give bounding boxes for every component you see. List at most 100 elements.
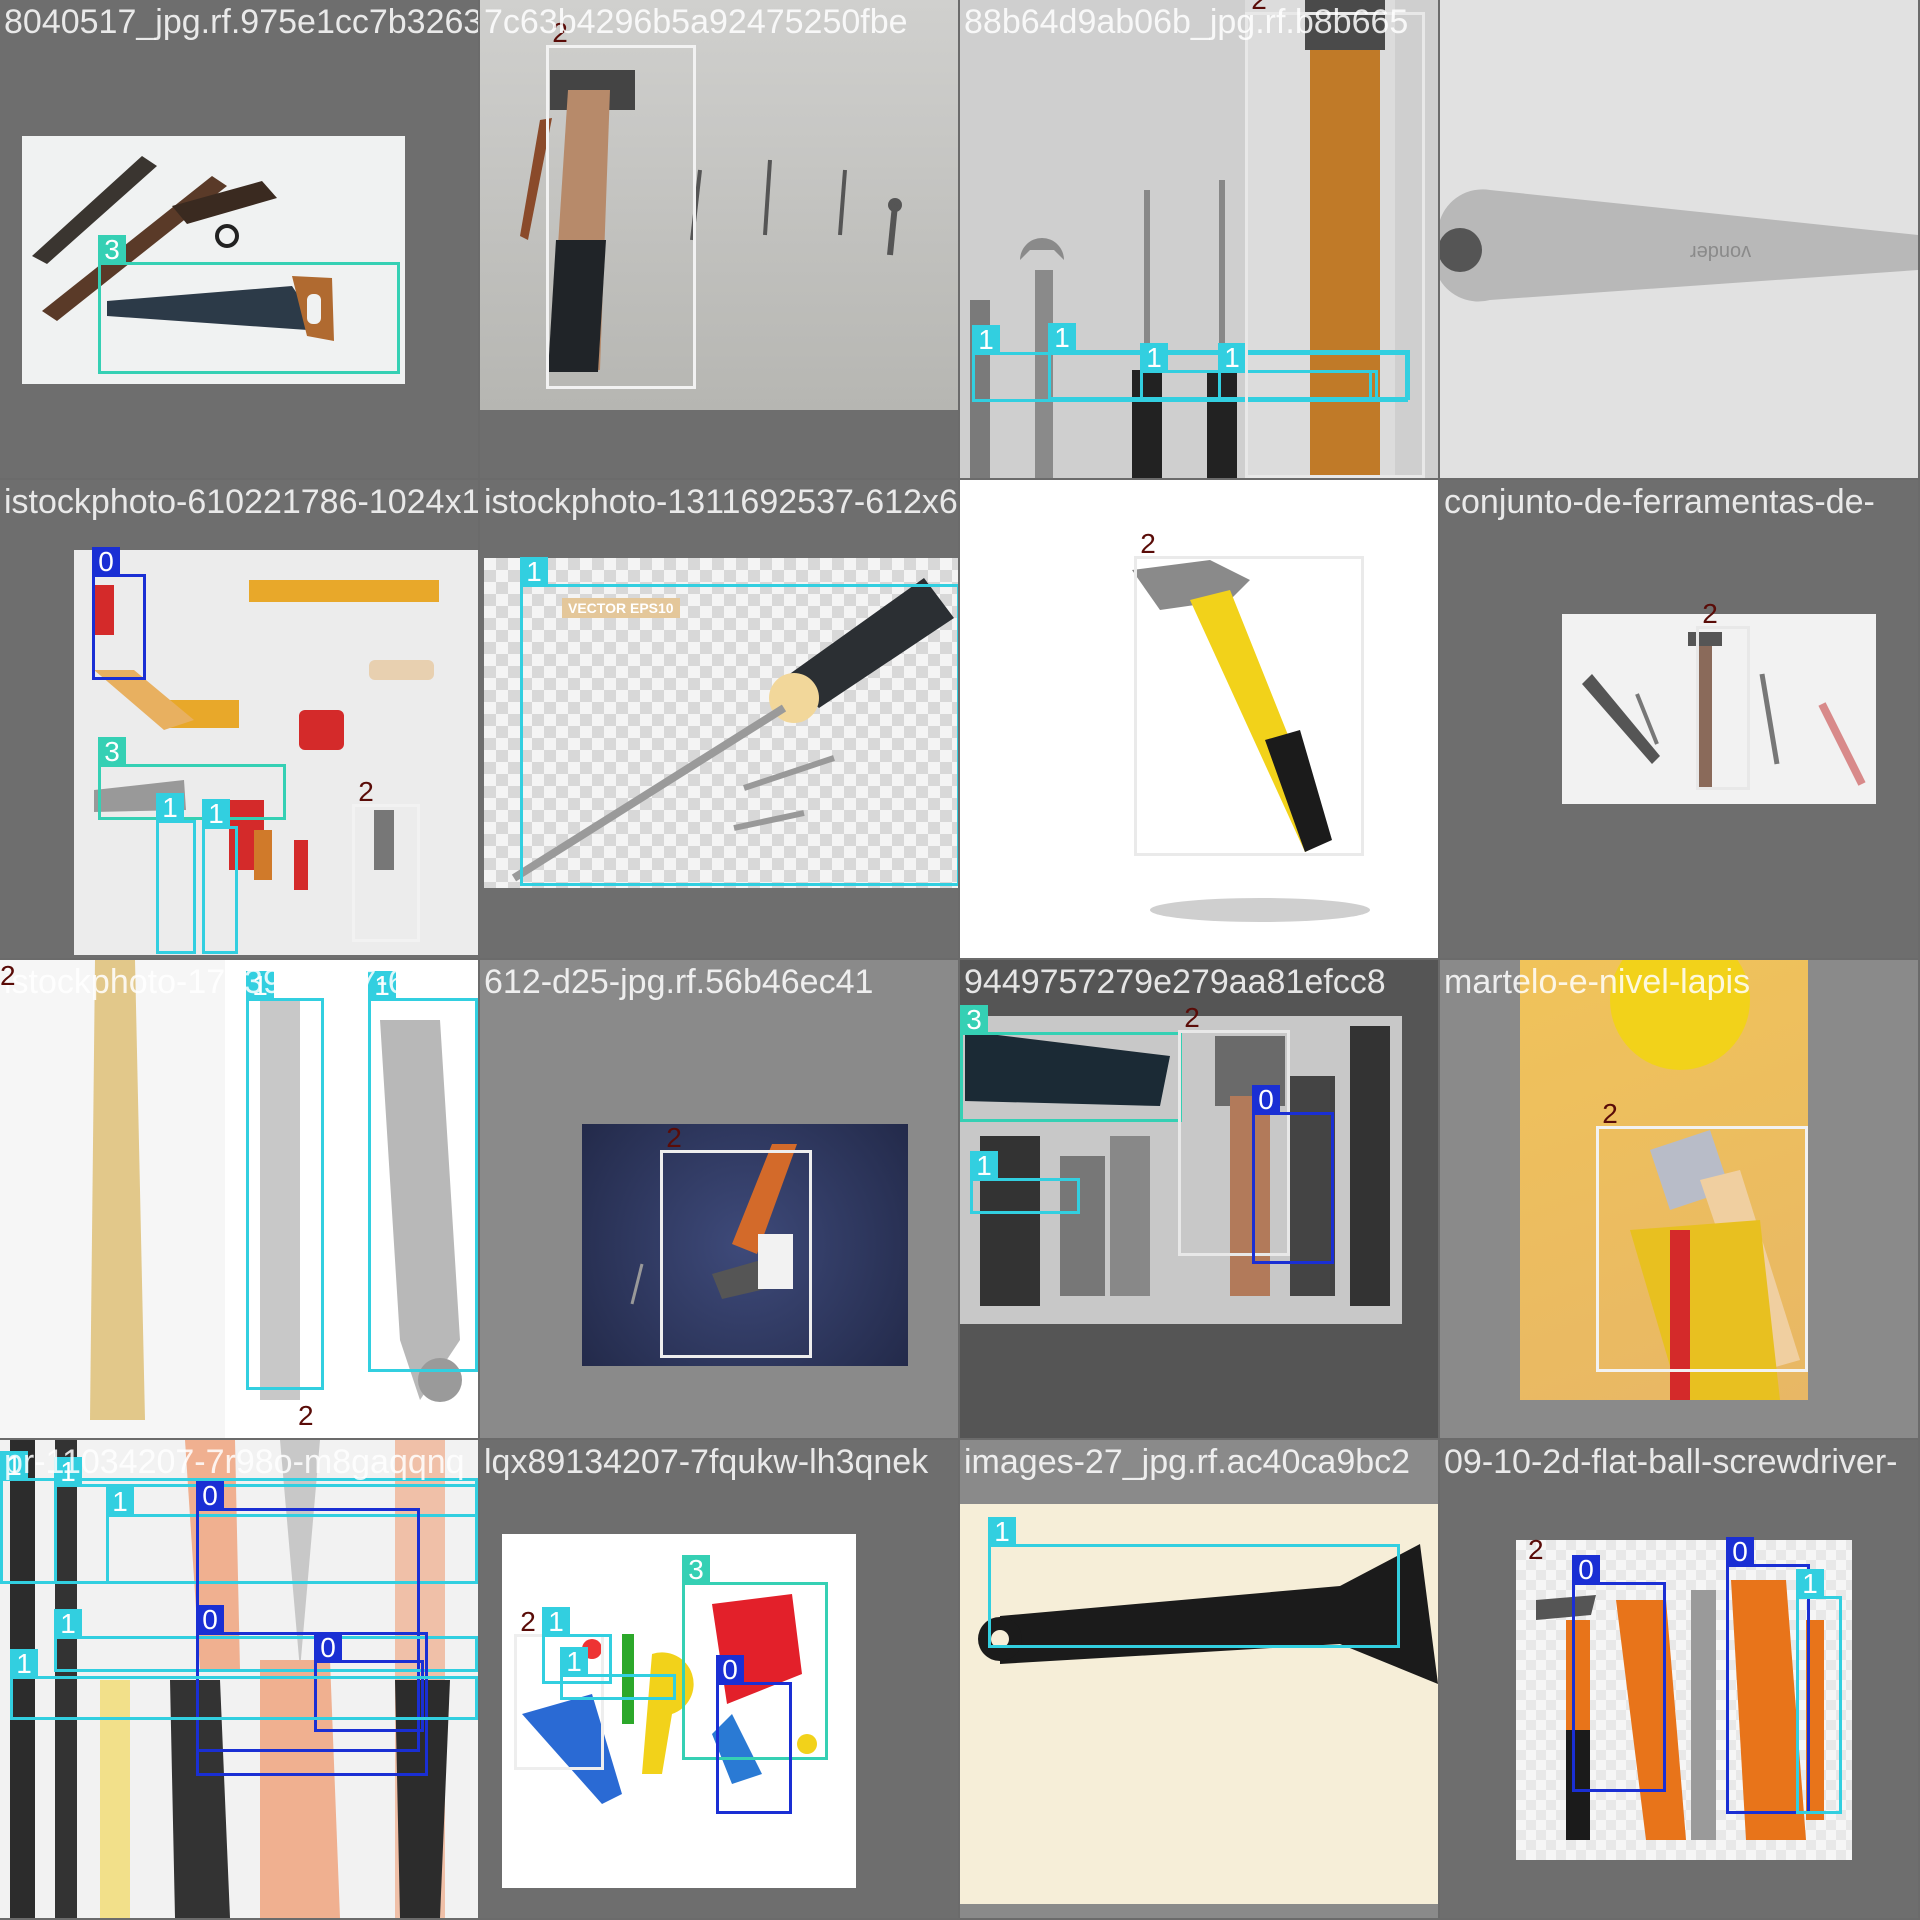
bbox-label: 2: [520, 1606, 536, 1637]
bbox-label: 0: [1572, 1555, 1600, 1585]
bbox: 0: [1572, 1555, 1666, 1792]
bbox-label: 0: [716, 1655, 744, 1685]
bbox-label: 3: [98, 737, 126, 767]
tools-illustration: [0, 960, 462, 1438]
tile-filename: 8040517_jpg.rf.975e1cc7b32633f296b559: [4, 3, 478, 41]
bbox: 2: [352, 777, 420, 942]
bbox: 3: [98, 235, 400, 374]
bbox-label: 1: [1140, 343, 1168, 373]
bbox: 1: [10, 1649, 478, 1720]
tile: istockphoto-1773956477-612x612_jpg.rf.56…: [0, 960, 478, 1438]
bbox-label: 1: [972, 325, 1000, 355]
bbox: 2: [660, 1123, 812, 1358]
tile: 7c63b4296b5a92475250fbe 2: [480, 0, 958, 478]
tile: vonder: [1440, 0, 1918, 478]
tile-photo: [480, 0, 958, 410]
edge-label: 2: [298, 1400, 314, 1431]
bbox-label: 1: [0, 1451, 28, 1481]
edge-label: 2: [0, 960, 16, 991]
bbox-label: 2: [1245, 0, 1273, 15]
tools-illustration: [1132, 560, 1370, 922]
bbox-label: 2: [552, 17, 568, 48]
bbox-label: 2: [1602, 1098, 1618, 1129]
bbox: 3: [960, 1005, 1182, 1122]
bbox: 1: [202, 799, 238, 954]
bbox: 1: [1796, 1569, 1842, 1814]
bbox: 1: [542, 1607, 612, 1684]
tools-illustration: [1582, 632, 1866, 789]
bbox: 1: [54, 1609, 478, 1672]
tile: istockphoto-1311692537-612x612_jpg.rf.1 …: [480, 480, 958, 958]
tile: 612-d25-jpg.rf.56b46ec41 2: [480, 960, 958, 1438]
bbox-label: 1: [54, 1609, 82, 1639]
bbox: 2: [1178, 1003, 1290, 1256]
bbox-label: 0: [314, 1633, 342, 1663]
bbox: 1: [560, 1647, 676, 1700]
bbox: 0: [1726, 1537, 1810, 1814]
tile: images-27_jpg.rf.ac40ca9bc2 1: [960, 1440, 1438, 1918]
tile-filename: istockphoto-610221786-1024x1024_jpg.rf.3: [4, 483, 478, 521]
bbox-label: 3: [98, 235, 126, 265]
bbox-label: 1: [1048, 323, 1076, 353]
bbox-label: 3: [960, 1005, 988, 1035]
bbox: 2: [1134, 529, 1364, 856]
bbox: 1: [368, 971, 478, 1372]
edge-label: 2: [1528, 1534, 1544, 1565]
bbox-label: 1: [106, 1487, 134, 1517]
bbox: 2: [1696, 599, 1750, 790]
bbox-label: 0: [196, 1605, 224, 1635]
bbox-label: 1: [202, 799, 230, 829]
bbox-label: 1: [54, 1457, 82, 1487]
tile-photo: [74, 550, 478, 955]
tools-illustration: [1440, 189, 1918, 302]
bbox: 2: [546, 18, 696, 389]
tile-filename: 612-d25-jpg.rf.56b46ec41: [484, 963, 874, 1001]
tile-photo: [0, 960, 478, 1438]
tile: 9449757279e279aa81efcc8 3 2 0 1: [960, 960, 1438, 1438]
bbox: 2: [1245, 0, 1425, 478]
bbox: 1: [520, 557, 958, 886]
bbox-label: 0: [1726, 1537, 1754, 1567]
tile: martelo-e-nivel-lapis 2: [1440, 960, 1918, 1438]
tools-illustration: [630, 1144, 797, 1305]
tile-filename: images-27_jpg.rf.ac40ca9bc2: [964, 1443, 1411, 1481]
tools-illustration: [1536, 1580, 1824, 1840]
tile: 88b64d9ab06b_jpg.rf.b8b665 1 1 1 1 2: [960, 0, 1438, 478]
tile: conjunto-de-ferramentas-de- 2: [1440, 480, 1918, 958]
bbox-label: 2: [1702, 598, 1718, 629]
tile: pr-11034207-7r98o-m8gaqqnq 1 1 1 0 1 0 0…: [0, 1440, 478, 1918]
tools-illustration: [94, 580, 439, 890]
bbox-label: 1: [1796, 1569, 1824, 1599]
tile-photo: [1520, 960, 1808, 1400]
tile-filename: 9449757279e279aa81efcc8: [964, 963, 1386, 1001]
tile-photo: [960, 1504, 1438, 1904]
bbox-label: 2: [358, 776, 374, 807]
bbox: 1: [1218, 343, 1378, 402]
tile: 09-10-2d-flat-ball-screwdriver- 2 0 0 1: [1440, 1440, 1918, 1918]
bbox-label: 2: [1140, 528, 1156, 559]
bbox-label: 1: [10, 1649, 38, 1679]
bbox: 0: [1252, 1085, 1334, 1264]
tile-filename: 09-10-2d-flat-ball-screwdriver-: [1444, 1443, 1898, 1481]
bbox-label: 1: [1218, 343, 1246, 373]
bbox: 1: [970, 1151, 1080, 1214]
bbox: 1: [106, 1487, 478, 1584]
bbox-label: 1: [970, 1151, 998, 1181]
tile-photo: [502, 1534, 856, 1888]
tile: 8040517_jpg.rf.975e1cc7b32633f296b559 3: [0, 0, 478, 478]
bbox-label: 0: [1252, 1085, 1280, 1115]
tile-filename: lqx89134207-7fqukw-lh3qnek: [484, 1443, 929, 1481]
bbox: 1: [246, 971, 324, 1390]
tile: istockphoto-610221786-1024x1024_jpg.rf.3…: [0, 480, 478, 958]
tile-filename: istockphoto-1311692537-612x612_jpg.rf.1: [484, 483, 958, 521]
bbox: 1: [988, 1517, 1400, 1648]
bbox-label: 2: [1184, 1002, 1200, 1033]
bbox: 0: [196, 1605, 428, 1776]
bbox-label: 0: [92, 547, 120, 577]
bbox: 0: [314, 1633, 424, 1732]
bbox: 1: [156, 793, 196, 954]
bbox: 2: [1596, 1099, 1808, 1372]
tools-illustration: [1610, 960, 1800, 1400]
bbox: 0: [92, 547, 146, 680]
